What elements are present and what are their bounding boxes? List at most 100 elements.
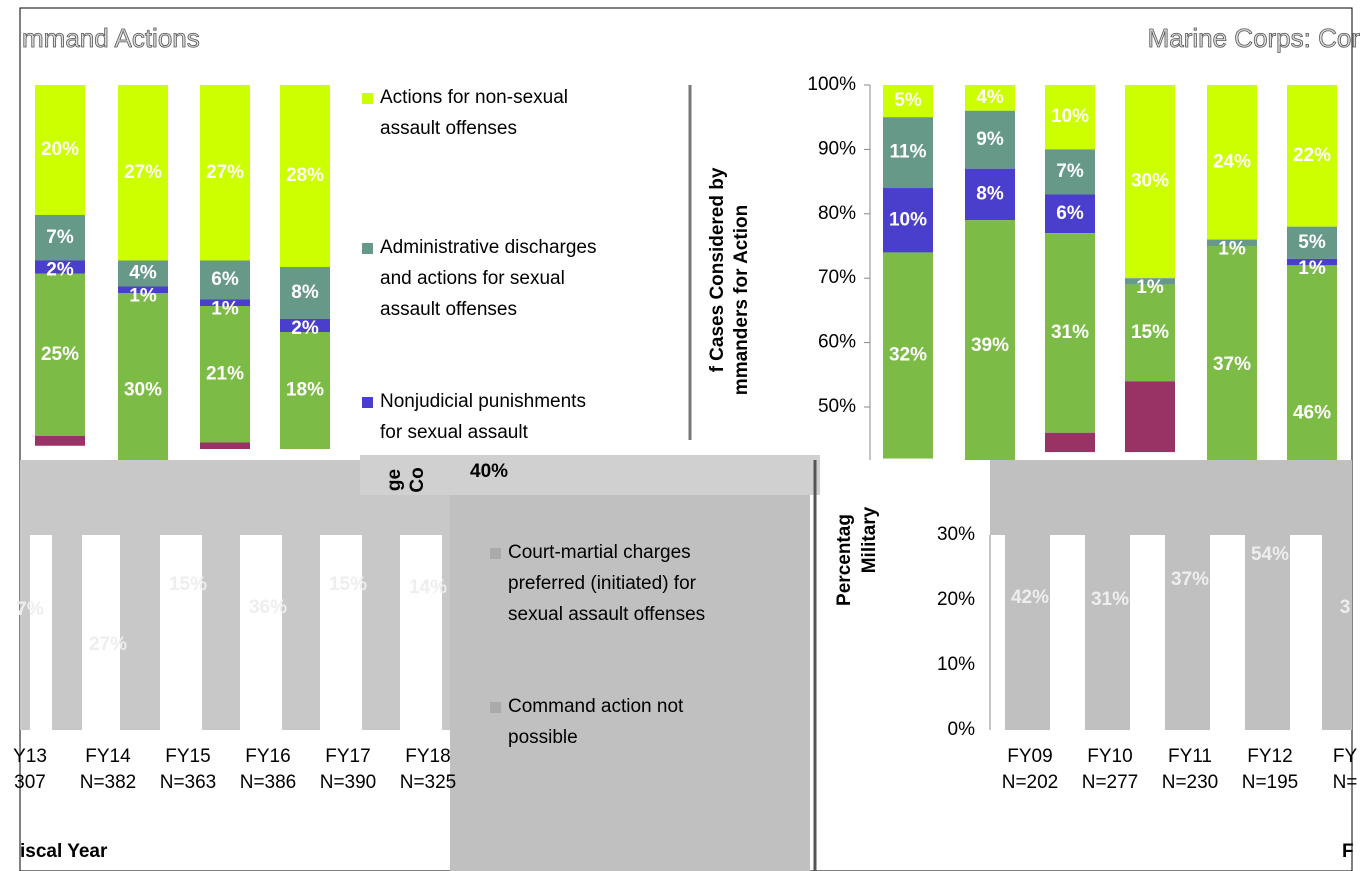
x-tick-label: N= — [1333, 772, 1358, 793]
ghost-label: 31% — [1091, 589, 1129, 610]
bar-segment — [965, 85, 1015, 111]
ghost-label: 36% — [249, 597, 287, 618]
x-tick-label: N=390 — [320, 772, 377, 793]
bar-segment — [883, 117, 933, 189]
bottom-right-columns — [990, 460, 1352, 730]
y-label: ge — [384, 469, 405, 491]
data-label: 5% — [1298, 232, 1326, 253]
y-label: f Cases Considered by — [707, 167, 728, 372]
bar-segment — [1045, 85, 1095, 150]
data-label: 39% — [971, 335, 1009, 356]
x-tick-label: FY18 — [405, 746, 450, 767]
ghost-label: 27% — [89, 634, 127, 655]
data-label: 6% — [211, 269, 239, 290]
data-label: 10% — [889, 209, 927, 230]
data-label: 4% — [129, 263, 157, 284]
bar-segment — [965, 110, 1015, 169]
bar-segment — [883, 252, 933, 459]
bar-segment — [883, 85, 933, 118]
legend-label: Court-martial charges preferred (initiat… — [508, 542, 705, 625]
fragment-label: 40% — [470, 461, 508, 482]
x-tick-label: 307 — [14, 772, 46, 793]
data-label: 9% — [976, 129, 1004, 150]
bar-segment — [1125, 381, 1175, 453]
bar-segment — [1045, 149, 1095, 195]
data-label: 1% — [211, 299, 239, 320]
ghost-label: 42% — [1011, 587, 1049, 608]
legend-swatch — [362, 93, 373, 104]
x-tick-label: N=230 — [1162, 772, 1219, 793]
bar-segment — [118, 286, 168, 293]
legend-label: Actions for non-sexual assault offenses — [380, 87, 573, 139]
data-label: 7% — [46, 227, 74, 248]
ghost-label: 37% — [1171, 569, 1209, 590]
data-label: 1% — [1218, 239, 1246, 260]
bar-segment — [1287, 265, 1337, 460]
y-label: Co — [407, 467, 428, 492]
data-label: 22% — [1293, 145, 1331, 166]
bar-segment — [35, 436, 85, 446]
y-tick-label: 10% — [937, 654, 975, 675]
data-label: 8% — [976, 183, 1004, 204]
ghost-label: 15% — [169, 574, 207, 595]
bar-segment — [1287, 258, 1337, 266]
ghost-label: 3 — [1340, 597, 1351, 618]
data-label: 1% — [1136, 277, 1164, 298]
bar-segment — [1207, 239, 1257, 246]
legend-swatch — [490, 702, 501, 713]
ghost-label: 14% — [409, 577, 447, 598]
legend-swatch — [362, 243, 373, 254]
ghost-label: 7% — [16, 599, 44, 620]
data-label: 30% — [124, 380, 162, 401]
y-label: Military — [859, 506, 880, 573]
chart-title: Marine Corps: Cor — [1148, 23, 1361, 53]
legend-label: Nonjudicial punishments for sexual assau… — [380, 391, 591, 443]
data-label: 21% — [206, 363, 244, 384]
legend-swatch — [362, 397, 373, 408]
x-label: F — [1342, 841, 1354, 862]
data-label: 4% — [976, 87, 1004, 108]
bar-segment — [1287, 85, 1337, 227]
bars — [35, 85, 1337, 460]
y-label: Percentag — [834, 514, 855, 606]
data-label: 46% — [1293, 402, 1331, 423]
data-label: 27% — [206, 162, 244, 183]
x-tick-label: FY14 — [85, 746, 131, 767]
bar-segment — [35, 260, 85, 274]
bar-segment — [1125, 284, 1175, 382]
data-label: 25% — [41, 344, 79, 365]
x-tick-label: FY16 — [245, 746, 290, 767]
bar-segment — [35, 85, 85, 215]
x-tick-label: N=386 — [240, 772, 297, 793]
x-tick-label: FY — [1333, 746, 1358, 767]
bar-segment — [1287, 226, 1337, 259]
bar-segment — [200, 260, 250, 300]
data-label: 31% — [1051, 322, 1089, 343]
x-tick-label: N=195 — [1242, 772, 1299, 793]
bar-segment — [35, 215, 85, 261]
ghost-label: 54% — [1251, 544, 1289, 565]
bar-segment — [1045, 432, 1095, 453]
bar-segment — [883, 188, 933, 253]
data-label: 11% — [890, 142, 927, 163]
data-label: 18% — [286, 380, 324, 401]
bar-segment — [35, 273, 85, 436]
glitch-band — [360, 455, 820, 495]
y-tick-label: 60% — [818, 332, 856, 353]
y-tick-label: 70% — [818, 267, 856, 288]
x-tick-label: FY10 — [1087, 746, 1132, 767]
bar-segment — [280, 267, 330, 319]
bar-segment — [1125, 278, 1175, 285]
y-tick-label: 0% — [948, 719, 976, 740]
data-label: 15% — [1131, 322, 1169, 343]
x-tick-label: FY11 — [1168, 746, 1212, 767]
x-tick-label: N=325 — [400, 772, 457, 793]
bar-segment — [280, 332, 330, 449]
x-tick-label: Y13 — [13, 746, 47, 767]
y-tick-label: 90% — [818, 138, 856, 159]
ghost-label: 15% — [329, 574, 367, 595]
bar-segment — [965, 168, 1015, 221]
chart-title: mmand Actions — [22, 23, 200, 53]
bar-segment — [118, 260, 168, 287]
